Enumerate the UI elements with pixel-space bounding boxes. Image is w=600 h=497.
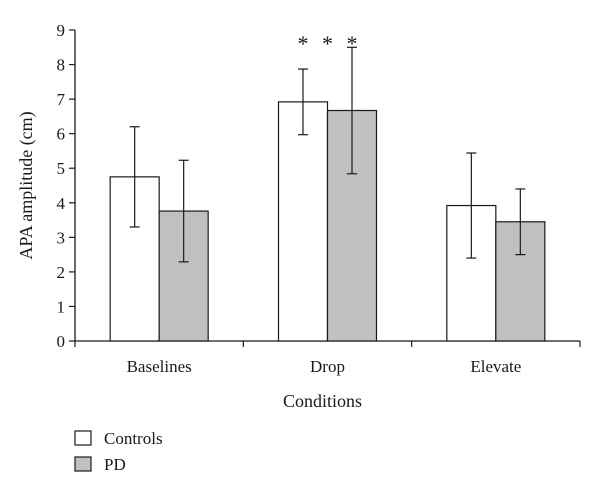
- legend-swatch-pd: [74, 456, 92, 472]
- y-tick-label: 9: [57, 21, 66, 40]
- x-axis-title: Conditions: [283, 391, 362, 411]
- y-tick-label: 1: [57, 297, 66, 316]
- y-tick-label: 2: [57, 263, 66, 282]
- x-tick-label-drop: Drop: [310, 357, 345, 376]
- y-tick-label: 6: [57, 125, 66, 144]
- bar-controls-baselines: [109, 176, 160, 342]
- legend-label-controls: Controls: [104, 429, 163, 448]
- y-axis-title: APA amplitude (cm): [16, 111, 37, 259]
- y-tick-label: 0: [57, 332, 66, 351]
- y-tick-label: 7: [57, 90, 66, 109]
- y-tick-label: 4: [57, 194, 66, 213]
- x-tick-label-baselines: Baselines: [127, 357, 192, 376]
- y-tick-label: 3: [57, 228, 66, 247]
- y-tick-label: 5: [57, 159, 66, 178]
- significance-marker: * * *: [298, 31, 362, 56]
- bar-controls-drop: [277, 101, 329, 342]
- legend-label-pd: PD: [104, 455, 126, 474]
- x-tick-label-elevate: Elevate: [470, 357, 521, 376]
- legend-swatch-controls: [74, 430, 92, 446]
- y-tick-label: 8: [57, 56, 66, 75]
